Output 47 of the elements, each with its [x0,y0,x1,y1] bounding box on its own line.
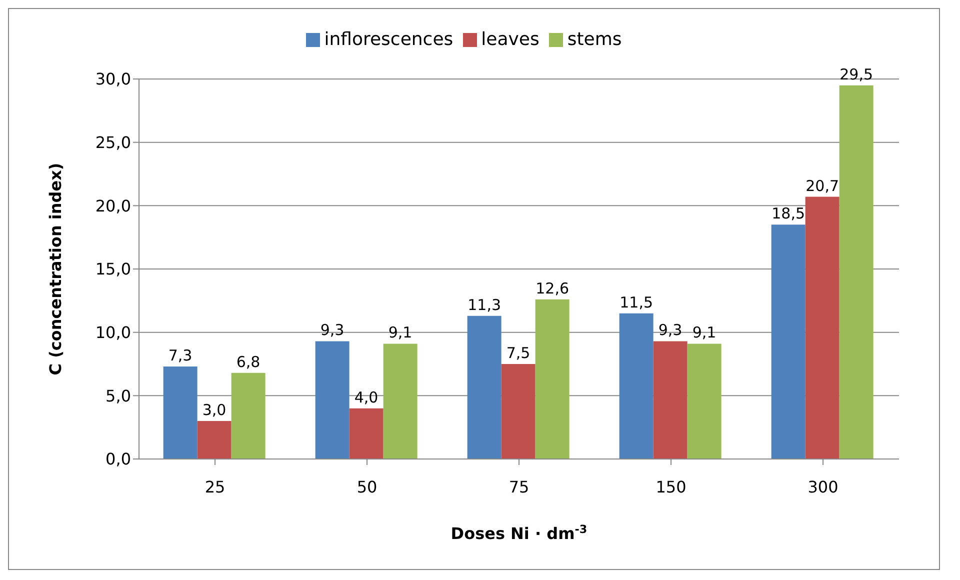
data-label: 18,5 [772,204,806,223]
bar [501,364,536,459]
data-label: 11,5 [620,293,654,312]
data-label: 9,1 [692,324,716,342]
data-label: 7,5 [506,344,530,362]
y-tick-label: 25,0 [95,133,131,152]
bar [467,316,502,459]
x-tick-label: 75 [508,477,530,496]
bar [653,341,688,459]
y-tick-label: 20,0 [95,196,131,216]
x-tick-label: 50 [356,477,378,496]
data-label: 3,0 [202,401,226,419]
y-tick-label: 30,0 [95,70,131,89]
data-label: 9,3 [320,321,344,340]
bar [805,196,840,459]
bar [619,313,654,459]
x-tick-label: 300 [808,477,838,496]
bar [163,366,198,459]
x-tick-label: 150 [656,477,686,496]
data-label: 9,3 [658,321,682,340]
data-label: 29,5 [840,65,874,84]
data-label: 7,3 [168,346,192,365]
y-tick-label: 15,0 [95,260,131,279]
data-label: 12,6 [536,279,570,298]
bar [197,421,232,459]
y-axis-title: C (concentration index) [46,162,65,376]
legend-label: inflorescences [324,29,454,50]
y-tick-label: 10,0 [95,323,131,342]
bar [687,344,722,459]
data-label: 20,7 [806,176,840,195]
y-tick-label: 5,0 [106,386,131,406]
data-label: 6,8 [236,352,260,371]
bar [535,299,570,459]
y-tick-label: 0,0 [106,450,131,469]
data-label: 9,1 [388,324,412,342]
bar [839,85,874,459]
bar [315,341,350,459]
data-label: 11,3 [468,296,502,314]
x-axis-title: Doses Ni · dm$^{-3}$ [450,522,588,543]
bar [231,372,266,459]
legend-label: leaves [481,29,540,50]
bar [771,224,806,459]
bar [383,344,418,459]
legend-label: stems [567,29,622,50]
x-tick-label: 25 [204,477,226,496]
data-label: 4,0 [354,388,378,406]
bar [349,408,384,459]
